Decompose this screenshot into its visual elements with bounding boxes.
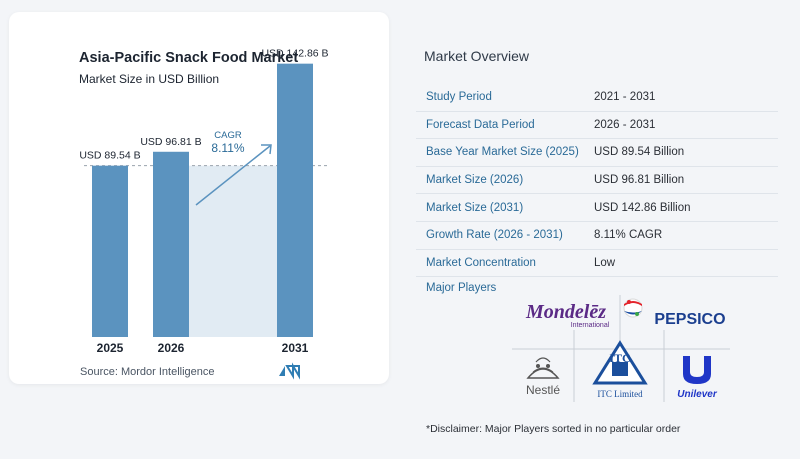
overview-row-label: Market Size (2031) xyxy=(416,193,584,222)
disclaimer-text: *Disclaimer: Major Players sorted in no … xyxy=(426,423,681,435)
pepsico-logo: PEPSICO xyxy=(623,298,726,328)
overview-row-label: Market Concentration xyxy=(416,249,584,278)
unilever-logo: Unilever xyxy=(677,356,718,400)
overview-row-value: USD 89.54 Billion xyxy=(584,138,778,167)
source-text: Source: Mordor Intelligence xyxy=(80,366,215,378)
overview-row-label: Forecast Data Period xyxy=(416,111,584,140)
overview-row: Study Period 2021 - 2031 xyxy=(416,84,778,112)
itc-logo-text: ITC xyxy=(609,351,630,365)
unilever-u-icon xyxy=(683,356,711,384)
mondelez-logo: Mondelēz International xyxy=(525,301,610,329)
bar xyxy=(153,151,189,337)
tick-label: 2031 xyxy=(282,341,309,355)
overview-row: Base Year Market Size (2025) USD 89.54 Bi… xyxy=(416,138,778,167)
overview-row-value: 2026 - 2031 xyxy=(584,111,778,140)
major-players-label: Major Players xyxy=(426,282,497,294)
chart-subtitle: Market Size in USD Billion xyxy=(79,72,220,86)
tick-label: 2025 xyxy=(97,341,124,355)
overview-table: Study Period 2021 - 2031 Forecast Data Per… xyxy=(416,84,778,278)
unilever-logo-text: Unilever xyxy=(677,389,718,400)
overview-row: Market Size (2031) USD 142.86 Billion xyxy=(416,193,778,222)
overview-row-label: Base Year Market Size (2025) xyxy=(416,138,584,167)
itc-logo-subtext: ITC Limited xyxy=(597,389,643,399)
nestle-logo-text: Nestlé xyxy=(526,383,560,397)
overview-row-value: USD 96.81 Billion xyxy=(584,166,778,195)
nestle-logo: Nestlé xyxy=(526,357,560,397)
data-label: USD 96.81 B xyxy=(140,136,201,148)
cagr-arrowhead xyxy=(261,144,272,155)
mondelez-logo-text: Mondelēz xyxy=(525,301,606,323)
overview-row-label: Study Period xyxy=(416,84,584,112)
mondelez-logo-subtext: International xyxy=(571,322,610,329)
growth-shade xyxy=(189,165,277,337)
data-label: USD 89.54 B xyxy=(79,150,140,162)
overview-row-value: 2021 - 2031 xyxy=(584,84,778,112)
overview-row: Forecast Data Period 2026 - 2031 xyxy=(416,111,778,140)
overview-row-label: Market Size (2026) xyxy=(416,166,584,195)
overview-row: Market Size (2026) USD 96.81 Billion xyxy=(416,166,778,195)
tick-label: 2026 xyxy=(158,341,185,355)
overview-row: Market Concentration Low xyxy=(416,249,778,278)
overview-row-value: 8.11% CAGR xyxy=(584,221,778,250)
itc-emblem-icon xyxy=(592,340,648,385)
overview-row-value: Low xyxy=(584,249,778,278)
bar-chart: USD 89.54 B 2025 USD 96.81 B 2026 USD 142.86… xyxy=(79,48,330,355)
nestle-nest-icon xyxy=(526,357,560,379)
pepsico-logo-text: PEPSICO xyxy=(654,311,725,328)
cagr-label: CAGR xyxy=(214,130,242,141)
bar xyxy=(277,63,313,338)
bar xyxy=(92,165,128,337)
cagr-value: 8.11% xyxy=(211,141,244,155)
data-label: USD 142.86 B xyxy=(261,48,328,60)
chart-title: Asia-Pacific Snack Food Market xyxy=(79,50,299,66)
overview-row: Growth Rate (2026 - 2031) 8.11% CAGR xyxy=(416,221,778,250)
cagr-arrow xyxy=(195,145,271,206)
itc-logo: ITC ITC Limited xyxy=(592,340,648,399)
overview-row-value: USD 142.86 Billion xyxy=(584,193,778,222)
overview-row-label: Growth Rate (2026 - 2031) xyxy=(416,221,584,250)
overview-title: Market Overview xyxy=(424,48,530,64)
pepsico-globe-icon xyxy=(623,298,643,318)
